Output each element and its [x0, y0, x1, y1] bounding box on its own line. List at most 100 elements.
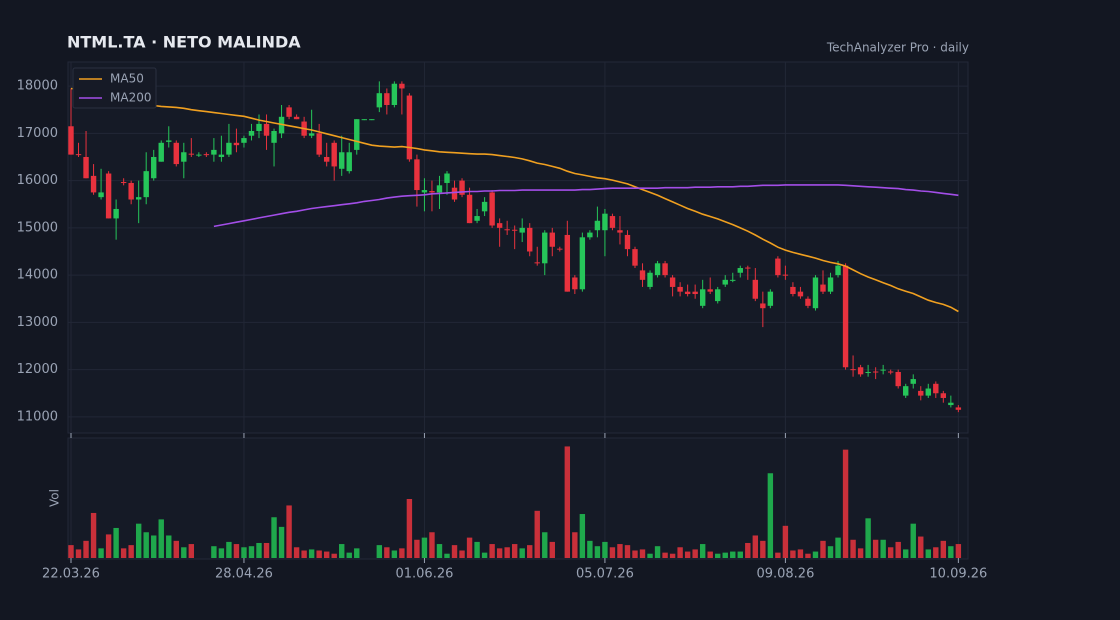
candle-body [857, 367, 864, 375]
y-tick-label: 12000 [17, 362, 58, 377]
volume-bar [384, 547, 390, 558]
volume-bar [511, 544, 518, 558]
volume-bar [241, 547, 247, 558]
candle-body [489, 192, 495, 226]
volume-bar [654, 546, 661, 558]
candle-body [181, 152, 187, 162]
candle-body [504, 229, 510, 231]
volume-bar [354, 548, 360, 558]
x-tick-label: 22.03.26 [42, 567, 100, 582]
volume-bar [880, 539, 886, 558]
candle-body [451, 187, 458, 200]
volume-bar [98, 548, 104, 558]
volume-bar [226, 541, 232, 558]
candle-body [948, 402, 954, 406]
candle-body [662, 263, 668, 276]
volume-bar [113, 527, 119, 558]
candle-body [647, 272, 653, 287]
candle-body [557, 248, 563, 250]
ma-line [70, 87, 959, 313]
candle-body [466, 194, 473, 224]
volume-bar [692, 549, 698, 558]
candle-body [339, 152, 345, 169]
volume-bar [376, 545, 383, 558]
volume-bar [903, 549, 909, 558]
volume-bar [699, 544, 706, 558]
volume-bar [594, 546, 601, 558]
volume-bar [414, 539, 420, 558]
candle-body [436, 185, 443, 193]
candle-body [293, 116, 300, 120]
candle-body [444, 173, 450, 183]
volume-bar [842, 449, 849, 558]
volume-bar [609, 547, 616, 558]
volume-bar [75, 549, 82, 558]
candle-body [775, 258, 781, 276]
candle-body [218, 154, 225, 157]
volume-bar [820, 540, 826, 558]
candle-body [188, 153, 195, 155]
candle-body [790, 286, 796, 295]
price-panel [67, 61, 969, 434]
y-tick-label: 17000 [17, 126, 58, 141]
candle-body [286, 107, 292, 117]
candle-body [414, 159, 420, 191]
candle-body [256, 123, 262, 131]
candle-body [549, 232, 555, 247]
volume-bar [496, 548, 503, 558]
candle-body [496, 223, 503, 228]
candle-body [203, 154, 210, 156]
volume-bar [805, 553, 811, 558]
candle-body [406, 95, 413, 160]
volume-bar [572, 532, 578, 558]
candle-body [632, 249, 638, 266]
candle-body [850, 369, 856, 371]
volume-bar [128, 545, 134, 558]
volume-bar [925, 549, 931, 558]
candle-body [346, 152, 352, 172]
candle-body [527, 227, 533, 252]
volume-bar [647, 553, 653, 558]
candle-body [158, 142, 164, 162]
volume-bar [331, 553, 337, 558]
volume-bar [158, 519, 164, 558]
candle-body [384, 93, 390, 106]
candle-body [75, 154, 82, 156]
volume-bar [587, 540, 593, 558]
volume-bar [90, 512, 97, 558]
candle-body [805, 298, 811, 306]
volume-bar [918, 536, 924, 558]
volume-bar [301, 550, 307, 558]
volume-bar [406, 499, 413, 558]
volume-bar [68, 545, 74, 558]
volume-bar [286, 505, 292, 558]
candle-body [151, 156, 157, 179]
volume-bar [752, 535, 759, 558]
volume-bar [745, 542, 751, 558]
candle-body [459, 180, 465, 195]
volume-bar [767, 473, 774, 558]
volume-bar [181, 547, 187, 558]
volume-bar [639, 549, 646, 558]
candle-body [639, 270, 646, 280]
candle-body [752, 279, 759, 299]
chart-title: NTML.TA · NETO MALINDA [67, 33, 301, 52]
y-tick-label: 13000 [17, 315, 58, 330]
volume-bar [684, 551, 691, 558]
volume-bar [948, 546, 954, 558]
volume-bar [151, 535, 157, 558]
candle-body [196, 154, 202, 156]
volume-bar [865, 518, 871, 558]
candle-body [797, 291, 804, 297]
legend-label: MA50 [110, 72, 144, 86]
candle-body [587, 232, 593, 238]
volume-bar [308, 549, 315, 558]
volume-bar [835, 537, 841, 558]
candle-body [820, 284, 826, 292]
volume-bar [617, 544, 623, 558]
volume-bar [737, 551, 743, 558]
volume-bar [872, 539, 879, 558]
candle-body [98, 192, 104, 198]
candle-body [887, 371, 894, 373]
